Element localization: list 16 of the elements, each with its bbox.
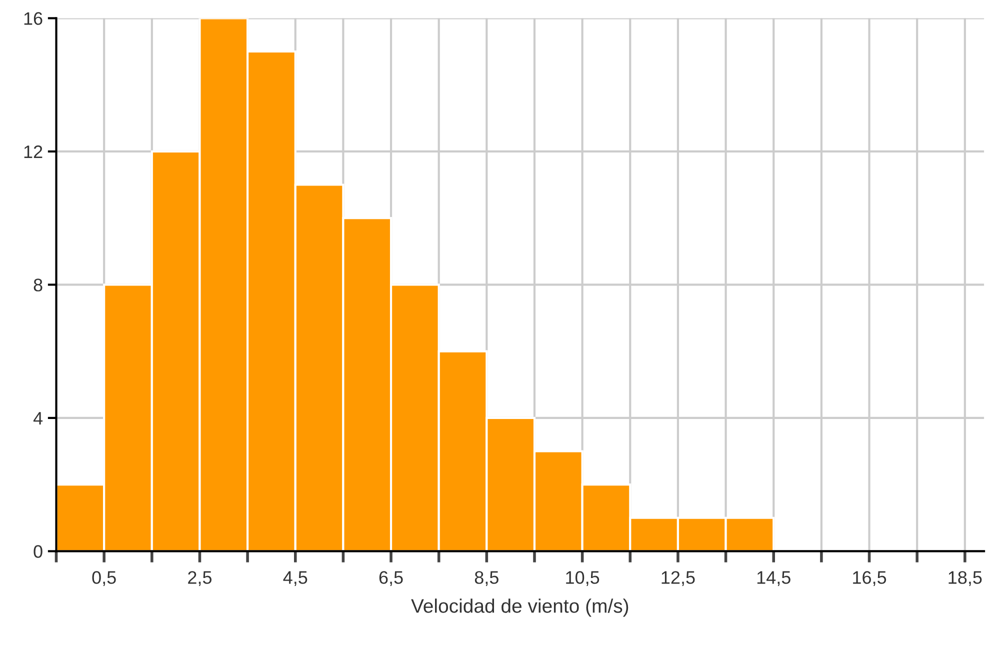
y-tick-label: 0 [34, 545, 42, 558]
y-tick-label: 16 [24, 12, 42, 25]
x-tick-label: 14,5 [757, 571, 790, 586]
x-tick-label: 0,5 [92, 571, 116, 586]
x-tick-label: 2,5 [188, 571, 212, 586]
x-tick-label: 4,5 [283, 571, 308, 586]
x-tick-label: 18,5 [948, 571, 982, 586]
x-axis-title: Velocidad de viento (m/s) [411, 598, 628, 617]
x-tick-label: 8,5 [474, 571, 498, 586]
x-tick-label: 10,5 [566, 571, 600, 586]
x-tick-label: 12,5 [662, 571, 695, 586]
y-tick-label: 12 [24, 145, 42, 158]
y-tick-label: 8 [34, 278, 42, 292]
y-tick-label: 4 [33, 412, 43, 424]
x-tick-label: 6,5 [379, 571, 403, 586]
x-tick-label: 16,5 [853, 571, 886, 586]
